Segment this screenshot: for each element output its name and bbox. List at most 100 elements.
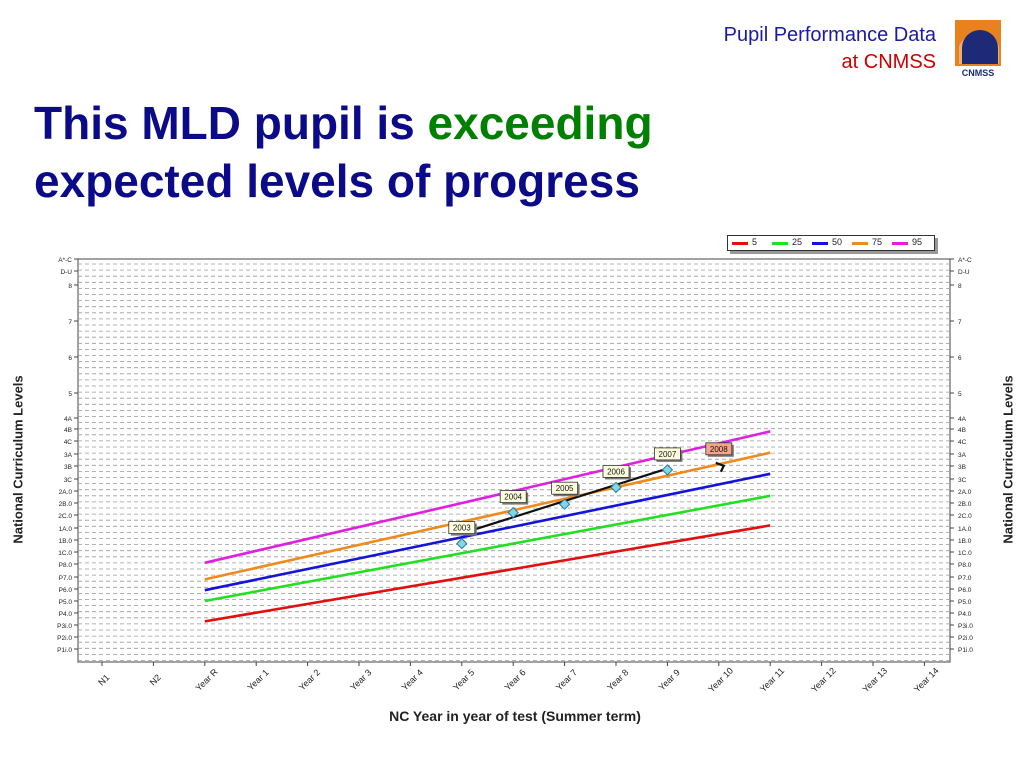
y-tick-label-right: P1i.0 (958, 647, 973, 654)
x-tick-label: Year 2 (297, 667, 322, 692)
point-label: 2005 (556, 484, 574, 493)
x-tick-label: Year 6 (502, 667, 527, 692)
x-axis-label: NC Year in year of test (Summer term) (389, 708, 641, 724)
y-tick-label-left: 2B.0 (59, 501, 73, 508)
pupil-point (661, 464, 674, 476)
legend-label: 5 (752, 237, 758, 247)
x-tick-label: Year R (194, 666, 221, 693)
y-tick-label-right: P5.0 (958, 599, 972, 606)
y-tick-label-right: P6.0 (958, 587, 972, 594)
y-tick-label-right: 8 (958, 283, 962, 290)
y-tick-label-left: P4.0 (59, 611, 73, 618)
y-tick-label-left: 2A.0 (59, 489, 73, 496)
x-tick-label: Year 8 (605, 667, 630, 692)
y-tick-label-left: 1A.0 (59, 526, 73, 533)
y-tick-label-left: P3i.0 (57, 623, 72, 630)
y-tick-label-left: P2i.0 (57, 635, 72, 642)
y-tick-label-left: 3C (64, 477, 73, 484)
y-tick-label-left: P1i.0 (57, 647, 72, 654)
x-tick-label: N1 (96, 672, 111, 687)
legend-label: 75 (872, 237, 883, 247)
title-highlight: exceeding (427, 97, 653, 149)
y-tick-label-right: 6 (958, 355, 962, 362)
y-axis-label-left: National Curriculum Levels (10, 375, 26, 544)
point-label-box (654, 447, 681, 461)
brand-text: Pupil Performance Data at CNMSS (724, 22, 936, 76)
y-tick-label-left: 4A (64, 416, 73, 423)
pupil-point (558, 498, 571, 510)
point-label: 2006 (607, 467, 625, 476)
y-tick-label-right: 2C.0 (958, 513, 972, 520)
series-line-50 (204, 472, 771, 592)
point-label-box (602, 464, 630, 478)
legend-swatch (812, 242, 828, 245)
y-tick-label-right: 1C.0 (958, 550, 972, 557)
x-tick-label: Year 4 (400, 667, 425, 692)
pupil-point (456, 537, 468, 550)
y-tick-label-left: 7 (68, 319, 72, 326)
legend-swatch (852, 242, 868, 245)
y-tick-label-left: 3A (64, 452, 73, 459)
y-tick-label-right: P8.0 (958, 562, 972, 569)
brand-line-1: Pupil Performance Data (723, 24, 936, 46)
y-tick-label-left: A*-C (58, 257, 72, 264)
point-label-box (551, 481, 578, 495)
point-label-box (499, 490, 527, 504)
point-label: 2003 (453, 524, 471, 533)
title-part-2: expected levels of progress (34, 155, 640, 207)
point-label: 2004 (504, 493, 522, 502)
y-tick-label-right: P2i.0 (958, 635, 973, 642)
y-tick-label-left: D-U (60, 269, 72, 276)
point-label-box (448, 521, 476, 534)
y-tick-label-left: 1B.0 (59, 538, 73, 545)
x-tick-label: N2 (148, 672, 163, 687)
y-tick-label-right: 5 (958, 391, 962, 398)
y-tick-label-right: 2B.0 (958, 501, 972, 508)
legend-swatch (892, 242, 908, 245)
x-tick-label: Year 10 (706, 665, 735, 694)
legend-label: 50 (832, 237, 843, 247)
series-line-25 (204, 494, 771, 603)
y-tick-label-left: P5.0 (59, 599, 73, 606)
y-tick-label-left: 2C.0 (58, 513, 72, 520)
plot-area (77, 258, 951, 663)
x-tick-label: Year 1 (245, 667, 270, 692)
y-tick-label-right: D-U (958, 269, 970, 276)
y-tick-label-left: 6 (68, 355, 72, 362)
y-tick-label-right: 4A (958, 416, 967, 423)
y-tick-label-right: 1B.0 (958, 538, 972, 545)
y-tick-label-left: 5 (68, 391, 72, 398)
y-tick-label-left: P6.0 (59, 587, 73, 594)
cnmss-logo: CNMSS (955, 20, 1001, 78)
legend-swatch (732, 242, 748, 245)
x-tick-label: Year 12 (809, 665, 838, 694)
x-tick-label: Year 7 (554, 667, 579, 692)
x-tick-label: Year 9 (657, 667, 682, 692)
y-tick-label-left: 4B (64, 427, 72, 434)
prediction-label-box (705, 442, 733, 456)
legend-swatch (772, 242, 788, 245)
y-tick-label-left: P8.0 (59, 562, 73, 569)
y-tick-label-right: 7 (958, 319, 962, 326)
point-label: 2007 (659, 450, 677, 459)
y-tick-label-left: 1C.0 (58, 550, 72, 557)
series-line-5 (204, 524, 771, 623)
legend-label: 25 (792, 237, 803, 247)
y-tick-label-right: P3i.0 (958, 623, 973, 630)
y-tick-label-left: 8 (68, 283, 72, 290)
y-axis-label-right: National Curriculum Levels (1000, 375, 1016, 544)
y-tick-label-right: 3A (958, 452, 967, 459)
prediction-arrow (715, 461, 726, 473)
x-tick-label: Year 3 (348, 667, 373, 692)
x-tick-label: Year 11 (758, 666, 786, 694)
prediction-label: 2008 (710, 445, 728, 454)
y-tick-label-right: 3B (958, 464, 966, 471)
y-tick-label-right: P7.0 (958, 575, 972, 582)
x-tick-label: Year 13 (860, 665, 889, 694)
title-part-1: This MLD pupil is (34, 97, 428, 149)
y-tick-label-right: 3C (958, 477, 967, 484)
x-tick-label: Year 14 (912, 665, 941, 694)
y-tick-label-right: 4B (958, 427, 966, 434)
logo-text: CNMSS (962, 68, 995, 78)
